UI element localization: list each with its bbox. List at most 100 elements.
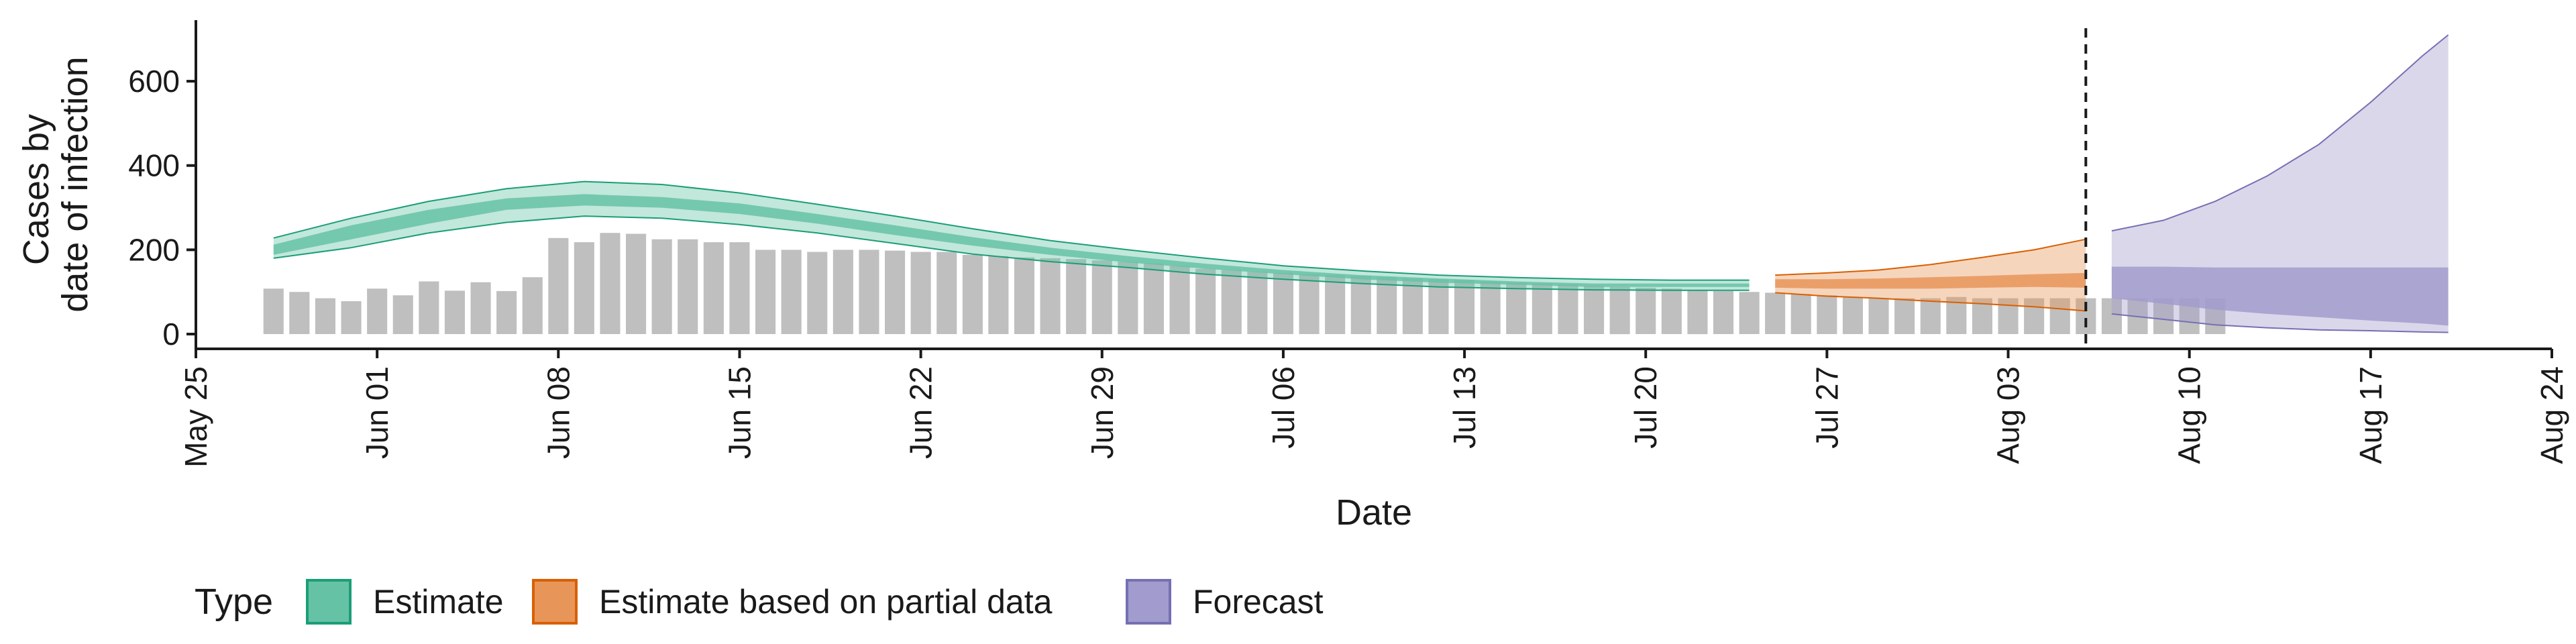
case-bar [1558, 284, 1578, 334]
x-tick-label: Jun 15 [722, 366, 757, 459]
case-bar [1790, 294, 1811, 334]
case-bar [419, 281, 439, 334]
case-bar [1609, 286, 1630, 335]
case-bar [1532, 283, 1552, 334]
case-bar [678, 239, 698, 334]
axes-layer: 0 200 400 600 May 25 Jun 01 Jun 08 Jun 15 Jun 2… [128, 20, 2569, 468]
case-bar [1247, 272, 1268, 334]
case-bar [263, 288, 284, 334]
case-bar [703, 242, 724, 334]
case-bar [1169, 266, 1190, 334]
estimate-lower-edge [273, 215, 1750, 291]
y-tick-label: 0 [162, 317, 180, 352]
case-bar [833, 250, 853, 334]
case-bar [444, 290, 465, 334]
case-bar [1661, 288, 1682, 334]
estimate-based-on-partial-data-band-90 [1775, 239, 2086, 311]
x-tick-label: Jun 22 [904, 366, 938, 459]
case-bar [962, 254, 983, 334]
case-bar [1325, 275, 1346, 334]
case-bar [1894, 298, 1915, 334]
case-bar [781, 250, 802, 334]
case-bar [1377, 277, 1397, 334]
case-bar [600, 233, 621, 334]
x-tick-label: Aug 03 [1991, 366, 2026, 464]
case-bar [755, 250, 776, 334]
case-bar [1739, 292, 1760, 334]
y-tick-label: 400 [128, 148, 180, 183]
case-bar [651, 239, 672, 334]
case-bar [470, 282, 491, 334]
x-tick-label: Jul 20 [1628, 366, 1663, 449]
estimate-band-90 [273, 181, 1750, 290]
y-tick-label: 200 [128, 232, 180, 267]
case-bar [1014, 257, 1034, 334]
case-bar [1635, 287, 1656, 334]
bars-layer [263, 233, 2226, 335]
x-tick-label: Aug 24 [2534, 366, 2569, 464]
case-bar [936, 252, 957, 334]
case-bar [1842, 297, 1863, 334]
x-axis-title: Date [1336, 492, 1412, 533]
case-bar [574, 242, 594, 334]
x-tick-label: May 25 [178, 366, 213, 468]
x-ticks: May 25 Jun 01 Jun 08 Jun 15 Jun 22 Jun 29 Jul … [178, 349, 2569, 468]
x-tick-label: Jul 27 [1809, 366, 1844, 449]
y-axis-title: Cases by date of infection [16, 56, 95, 312]
case-bar [1584, 285, 1605, 334]
case-bar [1713, 290, 1734, 334]
case-bar [988, 256, 1009, 334]
estimate-based-on-partial-data-series [1775, 238, 2086, 312]
legend-swatch [306, 579, 352, 625]
legend-swatch [1126, 579, 1171, 625]
legend-swatch [532, 579, 578, 625]
x-tick-label: Jul 13 [1447, 366, 1482, 449]
y-axis-title-line-2: date of infection [55, 56, 95, 312]
legend: Type Estimate Estimate based on partial d… [195, 579, 1324, 625]
case-bar [1868, 298, 1889, 334]
estimate-upper-edge [273, 180, 1750, 281]
forecast-band-50 [2111, 266, 2449, 326]
case-bar [2101, 298, 2122, 334]
case-bar [1350, 276, 1371, 334]
x-tick-label: Aug 17 [2353, 366, 2388, 464]
x-tick-label: Jun 01 [360, 366, 394, 459]
case-bar [496, 290, 517, 334]
bands-layer [273, 34, 2449, 333]
case-bar [910, 252, 931, 334]
case-bar [1143, 263, 1164, 334]
case-bar [807, 252, 828, 334]
y-ticks: 0 200 400 600 [128, 64, 196, 352]
x-tick-label: Aug 10 [2172, 366, 2207, 464]
case-bar [859, 250, 879, 334]
case-bar [1920, 298, 1941, 334]
case-bar [1066, 259, 1087, 334]
case-bar [626, 233, 647, 334]
case-bar [1687, 290, 1708, 335]
estimate-based-on-partial-data-upper-edge [1775, 238, 2086, 276]
case-bar [1428, 279, 1449, 334]
case-bar [1480, 281, 1501, 334]
case-bar [367, 288, 388, 334]
y-axis-title-line-1: Cases by [16, 114, 56, 265]
case-bar [1195, 268, 1216, 334]
case-bar [885, 250, 906, 334]
legend-label: Forecast [1193, 583, 1324, 621]
case-bar [1299, 274, 1320, 334]
x-tick-label: Jun 08 [541, 366, 576, 459]
estimate-based-on-partial-data-band-50 [1775, 272, 2086, 289]
legend-label: Estimate [373, 583, 504, 621]
estimate-series [273, 180, 1750, 291]
case-bar [315, 298, 335, 334]
case-bar [1506, 282, 1527, 334]
y-tick-label: 600 [128, 64, 180, 99]
case-bar [729, 242, 750, 334]
case-bar [1091, 260, 1112, 334]
legend-title: Type [195, 582, 273, 622]
case-bar [1817, 295, 1837, 334]
legend-label: Estimate based on partial data [599, 583, 1053, 621]
case-bar [1454, 280, 1475, 334]
case-bar [1273, 272, 1293, 334]
case-bar [1402, 278, 1423, 334]
